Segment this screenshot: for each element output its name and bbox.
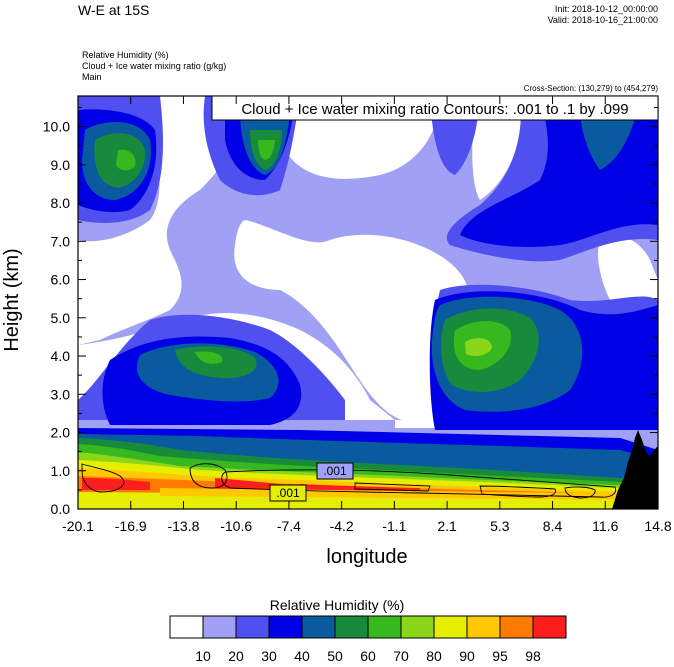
init-time: Init: 2018-10-12_00:00:00 (554, 4, 658, 14)
contour-label-text: .001 (276, 486, 300, 500)
y-tick-label: 8.0 (51, 195, 71, 211)
colorbar-label: 40 (294, 648, 310, 664)
contour-line (81, 463, 125, 493)
rh-region-70-topleft (116, 149, 136, 171)
colorbar-label: 60 (360, 648, 376, 664)
colorbar-label: 95 (492, 648, 508, 664)
cloud-contours (81, 463, 617, 499)
terrain (612, 430, 658, 509)
colorbar-swatch (268, 615, 303, 639)
colorbar-swatch (301, 615, 336, 639)
rh-dry-lower-right (395, 370, 615, 428)
contour-label-text: .001 (323, 464, 347, 478)
colorbar-label: 80 (426, 648, 442, 664)
colorbar: 10 20 30 40 50 60 70 80 90 95 98 (169, 615, 567, 664)
contour-line (189, 463, 228, 489)
x-tick-label: -13.8 (167, 518, 199, 534)
rh-dry-center (234, 220, 469, 423)
x-tick-label: 5.3 (490, 518, 510, 534)
x-tick-label: -16.9 (115, 518, 147, 534)
rh-dry-upper-left (78, 96, 245, 345)
colorbar-label: 10 (195, 648, 211, 664)
y-tick-label: 10.0 (43, 119, 70, 135)
contour-line (354, 482, 431, 492)
x-tick-label: 2.1 (437, 518, 457, 534)
colorbar-label: 20 (228, 648, 244, 664)
colorbar-title: Relative Humidity (%) (269, 597, 405, 613)
rh-field (78, 96, 658, 509)
x-tick-label: 11.6 (592, 518, 618, 534)
contour-info-title: Cloud + Ice water mixing ratio Contours:… (241, 101, 628, 118)
contour-info-box (211, 95, 659, 121)
plot-main-title: W-E at 15S (78, 2, 150, 18)
field-label-cloud: Cloud + Ice water mixing ratio (g/kg) (82, 61, 227, 71)
y-tick-label: 2.0 (51, 425, 71, 441)
y-tick-label: 7.0 (51, 233, 71, 249)
rh-dry-upper-right (472, 96, 521, 200)
colorbar-swatch (466, 615, 501, 639)
colorbar-swatch (400, 615, 435, 639)
y-tick-label: 4.0 (51, 348, 71, 364)
x-tick-label: -7.4 (277, 518, 301, 534)
x-tick-label: 8.4 (543, 518, 563, 534)
colorbar-label: 50 (327, 648, 343, 664)
rh-region-70-mid (195, 351, 223, 364)
y-tick-label: 3.0 (51, 386, 71, 402)
field-label-main: Main (82, 72, 102, 82)
contour-label-1: .001 (316, 462, 354, 480)
colorbar-swatch (367, 615, 402, 639)
colorbar-swatch (169, 615, 204, 639)
colorbar-label: 30 (261, 648, 277, 664)
x-tick-label: -20.1 (62, 518, 94, 534)
x-tick-label: 14.8 (644, 518, 671, 534)
y-tick-label: 1.0 (51, 463, 71, 479)
rh-region-80-right (465, 338, 492, 356)
contour-line (221, 469, 617, 498)
contour-label-2: .001 (269, 484, 307, 502)
colorbar-swatch (334, 615, 369, 639)
colorbar-label: 98 (525, 648, 541, 664)
field-label-rh: Relative Humidity (%) (82, 50, 169, 60)
colorbar-swatch (235, 615, 270, 639)
contour-line (479, 485, 557, 498)
colorbar-swatch (499, 615, 534, 639)
y-tick-label: 0.0 (51, 501, 71, 517)
contour-line (564, 486, 596, 499)
colorbar-swatch (532, 615, 567, 639)
rh-region-70-top (258, 140, 275, 160)
colorbar-label: 70 (393, 648, 409, 664)
axes: -20.1 -16.9 -13.8 -10.6 -7.4 -4.2 -1.1 2.1 5.3 8.… (43, 96, 672, 534)
y-tick-label: 6.0 (51, 272, 71, 288)
x-tick-label: -4.2 (330, 518, 354, 534)
x-axis-title: longitude (326, 546, 407, 568)
x-tick-label: -1.1 (382, 518, 406, 534)
y-tick-label: 5.0 (51, 310, 71, 326)
colorbar-label: 90 (459, 648, 475, 664)
x-tick-label: -10.6 (220, 518, 252, 534)
colorbar-swatch (202, 615, 237, 639)
cross-section-label: Cross-Section: (130,279) to (454,279) (523, 84, 658, 93)
rh-low-sat (82, 478, 420, 492)
valid-time: Valid: 2018-10-16_21:00:00 (547, 15, 658, 25)
colorbar-swatch (433, 615, 468, 639)
y-axis-title: Height (km) (1, 248, 23, 351)
y-tick-label: 9.0 (51, 157, 71, 173)
